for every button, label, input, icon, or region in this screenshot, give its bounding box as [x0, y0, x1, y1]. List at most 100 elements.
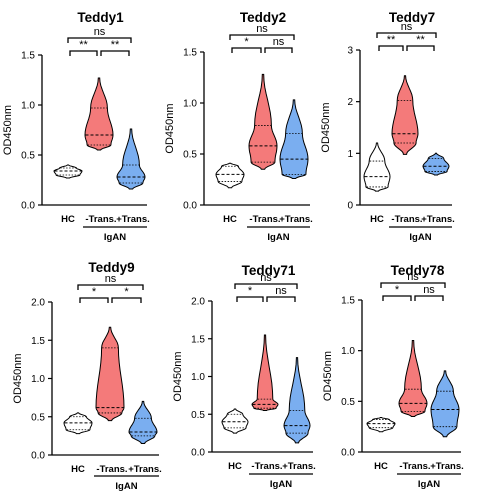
significance-bracket — [376, 32, 437, 38]
significance-bracket — [234, 283, 298, 289]
panel-teddy2: Teddy2 0.0 0.5 1.0 1.5 OD450nm HC -Trans.+Trans… — [164, 10, 313, 243]
panel-teddy9: Teddy9 0.0 0.5 1.0 1.5 2.0 OD450nm HC -Trans. +Tr… — [12, 260, 162, 492]
y-tick-label: 1.5 — [21, 51, 35, 62]
violin--trans — [391, 75, 419, 155]
significance-label: ns — [105, 273, 117, 285]
significance-label: ns — [260, 272, 272, 284]
x-category-label: +Trans. — [128, 464, 162, 475]
significance-label: ns — [401, 21, 413, 33]
y-tick-label: 2.0 — [191, 297, 205, 308]
panel-title: Teddy9 — [88, 260, 134, 275]
y-axis-label: OD450nm — [164, 103, 176, 153]
violin-hc — [221, 408, 249, 434]
significance-bracket — [378, 45, 404, 51]
significance-bracket — [414, 295, 444, 301]
group-label: IgAN — [409, 232, 431, 243]
y-tick-label: 0.5 — [191, 410, 205, 421]
y-tick-label: 2.0 — [31, 298, 45, 309]
violin-+trans — [116, 128, 146, 190]
y-tick-label: 0 — [347, 201, 353, 212]
violin--trans — [248, 73, 278, 170]
significance-label: * — [124, 286, 129, 298]
panel-teddy7: Teddy7 0 1 2 3 OD450nm HC -Trans.+Trans. IgAN ** *… — [320, 10, 455, 243]
y-tick-label: 1.0 — [341, 346, 355, 357]
y-tick-label: 3 — [347, 46, 353, 57]
x-category-label: -Trans. — [96, 464, 127, 475]
significance-bracket — [77, 284, 144, 290]
violin-hc — [53, 164, 83, 179]
panel-teddy78: Teddy78 0.0 0.5 1.0 1.5 OD450nm HC -Trans. +Tran… — [322, 263, 464, 490]
y-axis-label: OD450nm — [322, 351, 334, 401]
y-tick-label: 1.5 — [31, 336, 45, 347]
y-tick-label: 0.5 — [341, 397, 355, 408]
significance-label: ns — [273, 36, 285, 48]
group-label: IgAN — [270, 479, 292, 490]
x-category-label: HC — [223, 214, 237, 225]
x-category-label: +Trans. — [279, 214, 313, 225]
y-tick-label: 0.5 — [31, 412, 45, 423]
x-category-label: HC — [374, 461, 388, 472]
y-axis-label: OD450nm — [2, 105, 14, 155]
violin-+trans — [128, 400, 158, 444]
y-tick-label: 1.0 — [21, 101, 35, 112]
y-tick-label: 1.5 — [341, 296, 355, 307]
significance-bracket — [406, 45, 435, 51]
group-label: IgAN — [418, 479, 440, 490]
violin--trans — [398, 340, 428, 417]
violin--trans — [95, 326, 125, 422]
significance-label: * — [248, 285, 253, 297]
x-category-label: +Trans. — [282, 461, 316, 472]
significance-label: ns — [94, 26, 106, 38]
y-tick-label: 1 — [347, 149, 353, 160]
significance-bracket — [266, 296, 296, 302]
significance-label: ns — [423, 284, 435, 296]
x-category-label: HC — [61, 214, 75, 225]
significance-label: * — [92, 286, 97, 298]
violin-+trans — [430, 370, 460, 438]
y-tick-label: 2 — [347, 97, 353, 108]
y-tick-label: 0.0 — [21, 201, 35, 212]
significance-label: ns — [407, 271, 419, 283]
y-tick-label: 1.0 — [183, 99, 197, 110]
y-tick-label: 0.0 — [191, 448, 205, 459]
x-category-label: -Trans. — [85, 214, 116, 225]
significance-label: * — [244, 36, 249, 48]
significance-bracket — [100, 50, 130, 56]
significance-bracket — [380, 282, 446, 288]
significance-bracket — [382, 295, 412, 301]
significance-label: ** — [79, 39, 88, 51]
panel-teddy1: Teddy1 0.0 0.5 1.0 1.5 OD450nm HC -Trans. +Trans… — [2, 10, 150, 243]
panel-title: Teddy71 — [242, 263, 296, 278]
x-category-label: -Trans. — [251, 461, 282, 472]
y-tick-label: 0.0 — [341, 448, 355, 459]
x-category-label: HC — [228, 461, 242, 472]
violin--trans — [84, 77, 114, 151]
violin-hc — [363, 142, 391, 192]
x-category-label: HC — [71, 464, 85, 475]
y-tick-label: 1.0 — [191, 372, 205, 383]
x-category-label: +Trans. — [421, 214, 455, 225]
significance-label: ** — [387, 34, 396, 46]
x-category-label: HC — [370, 214, 384, 225]
panel-title: Teddy1 — [77, 10, 124, 25]
y-axis-label: OD450nm — [12, 353, 24, 403]
violin-hc — [215, 162, 245, 189]
group-label: IgAN — [267, 232, 289, 243]
significance-bracket — [67, 37, 132, 43]
violin-+trans — [283, 357, 311, 444]
x-category-label: -Trans. — [391, 214, 422, 225]
significance-label: ns — [256, 23, 268, 35]
y-tick-label: 1.0 — [31, 374, 45, 385]
y-tick-label: 1.5 — [183, 48, 197, 59]
significance-bracket — [69, 50, 98, 56]
y-tick-label: 1.5 — [191, 334, 205, 345]
y-tick-label: 0.0 — [31, 451, 45, 462]
y-tick-label: 0.5 — [21, 151, 35, 162]
group-label: IgAN — [115, 481, 137, 492]
y-tick-label: 0.5 — [183, 150, 197, 161]
significance-label: * — [395, 284, 400, 296]
x-category-label: +Trans. — [430, 461, 464, 472]
violin-hc — [366, 417, 396, 433]
violin-+trans — [279, 99, 309, 179]
